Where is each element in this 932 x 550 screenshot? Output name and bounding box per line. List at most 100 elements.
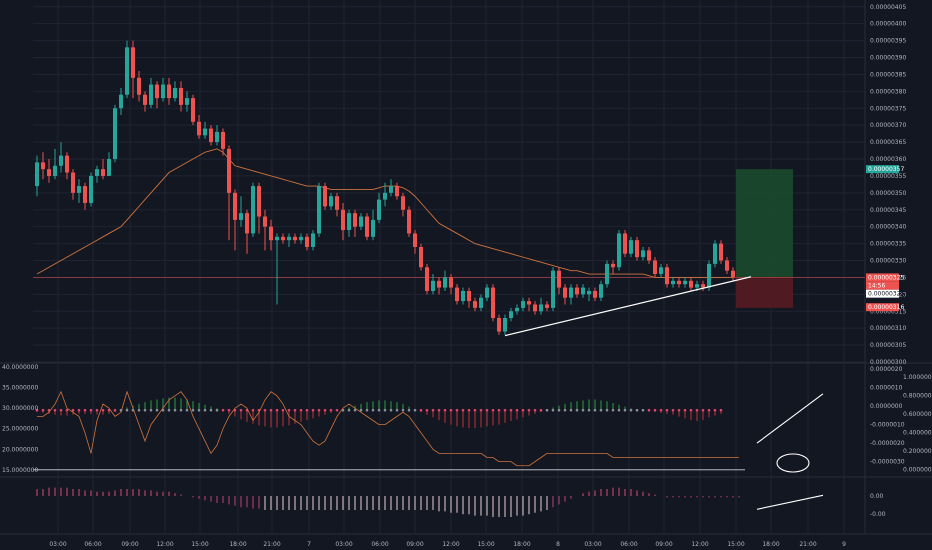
- candle-body[interactable]: [167, 84, 171, 99]
- candle-body[interactable]: [473, 301, 477, 308]
- candle-body[interactable]: [53, 165, 57, 176]
- candle-body[interactable]: [695, 284, 699, 288]
- candle-body[interactable]: [173, 87, 177, 99]
- candle-body[interactable]: [59, 155, 63, 166]
- candle-body[interactable]: [365, 216, 369, 237]
- candle-body[interactable]: [521, 301, 525, 308]
- candle-body[interactable]: [533, 304, 537, 312]
- candle-body[interactable]: [47, 169, 51, 176]
- candle-body[interactable]: [443, 277, 447, 288]
- candle-body[interactable]: [251, 186, 255, 234]
- candle-body[interactable]: [293, 236, 297, 241]
- candle-body[interactable]: [719, 243, 723, 261]
- candle-body[interactable]: [215, 131, 219, 143]
- candle-body[interactable]: [647, 250, 651, 261]
- candle-body[interactable]: [461, 290, 465, 302]
- candle-body[interactable]: [431, 280, 435, 291]
- candle-body[interactable]: [371, 219, 375, 237]
- candle-body[interactable]: [497, 318, 501, 332]
- candle-body[interactable]: [545, 304, 549, 308]
- candle-body[interactable]: [395, 186, 399, 197]
- candle-body[interactable]: [641, 250, 645, 258]
- candle-body[interactable]: [269, 226, 273, 241]
- candle-body[interactable]: [449, 277, 453, 288]
- candle-body[interactable]: [617, 233, 621, 268]
- candle-body[interactable]: [41, 162, 45, 170]
- candle-body[interactable]: [437, 280, 441, 288]
- candle-body[interactable]: [407, 209, 411, 234]
- candle-body[interactable]: [197, 121, 201, 136]
- candle-body[interactable]: [539, 304, 543, 312]
- oscillator-pane-2[interactable]: [36, 487, 824, 517]
- candle-body[interactable]: [119, 94, 123, 109]
- candle-body[interactable]: [203, 128, 207, 136]
- candle-body[interactable]: [131, 47, 135, 78]
- candle-body[interactable]: [299, 236, 303, 241]
- candle-body[interactable]: [347, 213, 351, 231]
- candle-body[interactable]: [653, 260, 657, 275]
- candle-body[interactable]: [323, 186, 327, 207]
- candle-body[interactable]: [233, 192, 237, 220]
- candle-body[interactable]: [161, 84, 165, 99]
- candle-body[interactable]: [95, 169, 99, 176]
- candle-body[interactable]: [581, 287, 585, 295]
- candle-body[interactable]: [509, 311, 513, 319]
- candle-body[interactable]: [35, 162, 39, 187]
- candle-body[interactable]: [179, 87, 183, 105]
- candle-body[interactable]: [725, 260, 729, 271]
- candle-body[interactable]: [401, 196, 405, 210]
- candle-body[interactable]: [359, 216, 363, 227]
- candle-body[interactable]: [221, 131, 225, 149]
- candle-body[interactable]: [557, 270, 561, 288]
- candle-body[interactable]: [281, 236, 285, 241]
- candle-body[interactable]: [137, 77, 141, 95]
- candle-body[interactable]: [665, 267, 669, 285]
- candle-body[interactable]: [575, 287, 579, 295]
- candle-body[interactable]: [563, 287, 567, 298]
- candle-body[interactable]: [257, 186, 261, 217]
- candle-body[interactable]: [125, 47, 129, 95]
- candle-body[interactable]: [515, 307, 519, 312]
- candle-body[interactable]: [491, 287, 495, 319]
- candle-body[interactable]: [707, 263, 711, 288]
- candle-body[interactable]: [305, 236, 309, 247]
- candle-body[interactable]: [629, 240, 633, 254]
- candle-body[interactable]: [623, 233, 627, 254]
- candle-body[interactable]: [143, 94, 147, 105]
- candle-body[interactable]: [503, 318, 507, 332]
- candle-body[interactable]: [275, 236, 279, 241]
- candle-body[interactable]: [593, 290, 597, 298]
- candle-body[interactable]: [311, 233, 315, 247]
- loss-zone[interactable]: [736, 277, 793, 308]
- candle-body[interactable]: [479, 297, 483, 308]
- candle-body[interactable]: [389, 186, 393, 193]
- candle-body[interactable]: [335, 196, 339, 210]
- candle-body[interactable]: [419, 246, 423, 268]
- oscillator-pane-1[interactable]: [33, 390, 824, 471]
- candle-body[interactable]: [713, 243, 717, 264]
- candle-body[interactable]: [353, 213, 357, 227]
- candle-body[interactable]: [191, 98, 195, 122]
- candle-body[interactable]: [227, 148, 231, 193]
- candle-body[interactable]: [341, 209, 345, 231]
- candle-body[interactable]: [671, 280, 675, 285]
- candle-body[interactable]: [71, 172, 75, 193]
- candle-body[interactable]: [485, 287, 489, 298]
- candle-body[interactable]: [329, 196, 333, 207]
- candle-body[interactable]: [605, 263, 609, 285]
- candle-body[interactable]: [635, 240, 639, 258]
- candle-body[interactable]: [83, 186, 87, 203]
- candle-body[interactable]: [107, 159, 111, 176]
- candle-body[interactable]: [149, 84, 153, 105]
- candle-body[interactable]: [65, 155, 69, 173]
- candle-body[interactable]: [527, 301, 531, 305]
- candle-body[interactable]: [317, 186, 321, 234]
- candle-body[interactable]: [239, 213, 243, 220]
- candle-body[interactable]: [263, 216, 267, 227]
- candle-body[interactable]: [287, 236, 291, 241]
- candle-body[interactable]: [383, 192, 387, 200]
- candle-body[interactable]: [77, 186, 81, 193]
- candle-body[interactable]: [155, 84, 159, 99]
- candle-body[interactable]: [599, 284, 603, 298]
- candle-body[interactable]: [587, 290, 591, 295]
